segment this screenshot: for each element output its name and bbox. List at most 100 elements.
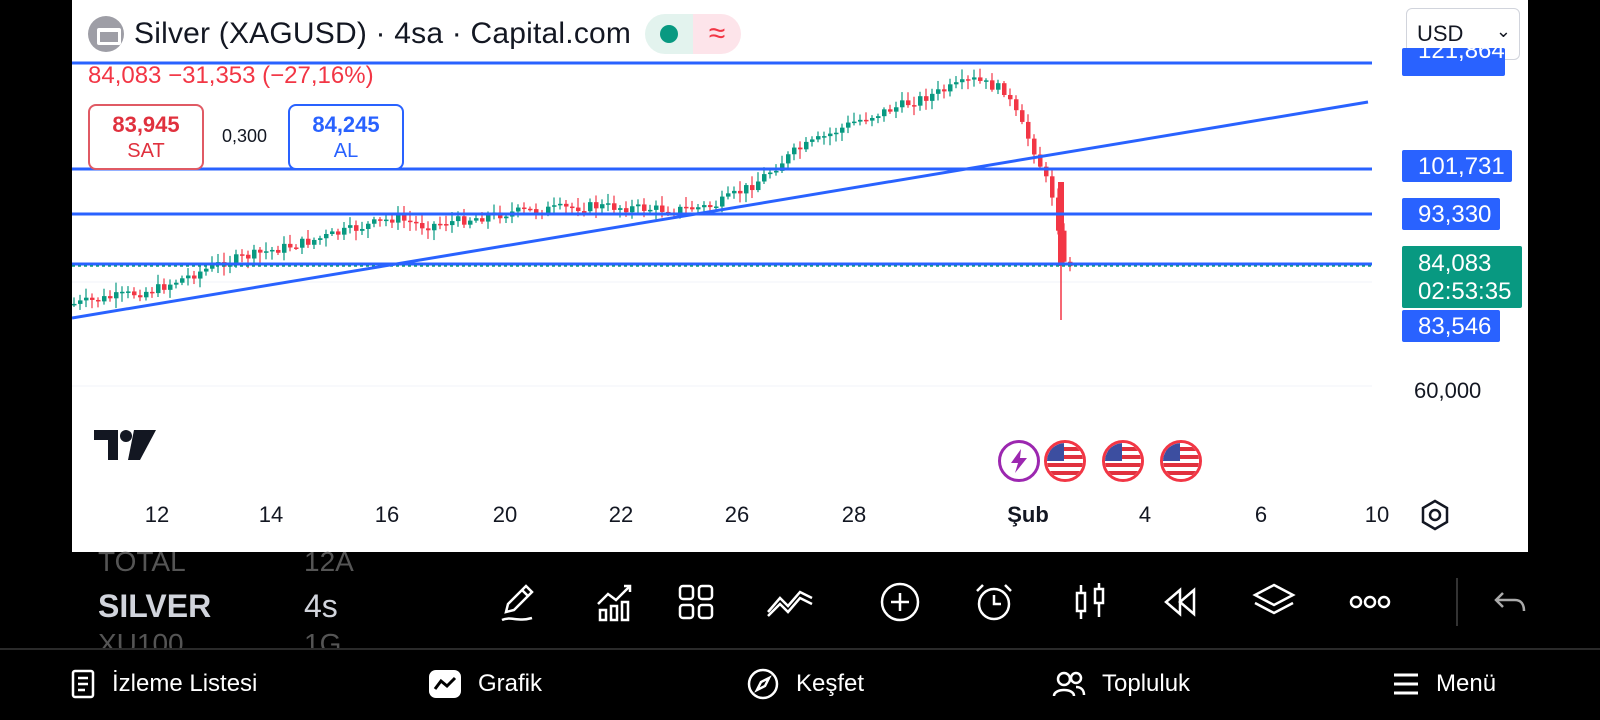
market-status-pill[interactable]: ≈ bbox=[645, 14, 742, 54]
time-tick: 20 bbox=[492, 502, 518, 527]
candle-body bbox=[756, 181, 761, 191]
candle-body bbox=[624, 208, 629, 213]
candle-body bbox=[96, 299, 101, 302]
candle-body bbox=[252, 249, 257, 259]
candle-body bbox=[318, 238, 323, 240]
current-price-label: 84,083 02:53:35 bbox=[1402, 246, 1522, 308]
toolbar-interval[interactable]: 4s bbox=[304, 588, 338, 624]
candle-body bbox=[168, 284, 173, 290]
nav-explore-label: Keşfet bbox=[796, 670, 865, 697]
candle-body bbox=[984, 80, 989, 82]
spread-value: 0,300 bbox=[222, 126, 268, 146]
candle-body bbox=[306, 238, 311, 245]
layout-grid-icon[interactable] bbox=[666, 572, 726, 632]
nav-chart[interactable]: Grafik bbox=[428, 664, 542, 704]
candle-body bbox=[750, 185, 755, 191]
chart-settings-icon[interactable] bbox=[1418, 498, 1452, 532]
delayed-data-icon: ≈ bbox=[693, 14, 742, 54]
candle-body bbox=[930, 93, 935, 101]
nav-menu[interactable]: Menü bbox=[1392, 664, 1496, 704]
compare-lines-icon[interactable] bbox=[760, 572, 820, 632]
candle-body bbox=[678, 206, 683, 214]
symbol-header[interactable]: Silver (XAGUSD) · 4sa · Capital.com ≈ bbox=[88, 14, 742, 54]
candle-body bbox=[480, 218, 485, 222]
candle-countdown: 02:53:35 bbox=[1418, 278, 1512, 305]
candle-body bbox=[780, 163, 785, 171]
chart-icon bbox=[429, 670, 461, 698]
toolbar-symbol[interactable]: SILVER bbox=[98, 588, 212, 624]
candle-body bbox=[390, 219, 395, 223]
candle-body bbox=[696, 207, 701, 210]
currency-value: USD bbox=[1417, 21, 1464, 46]
watchlist-ghost-symbol-2: XU100 bbox=[98, 628, 184, 648]
replay-rewind-icon[interactable] bbox=[1150, 572, 1210, 632]
candle-body bbox=[186, 275, 191, 279]
candle-body bbox=[726, 193, 731, 197]
candle-body bbox=[702, 205, 707, 208]
current-price: 84,083 bbox=[1418, 250, 1492, 277]
candle-body bbox=[282, 243, 287, 253]
us-flag-icon[interactable] bbox=[1160, 440, 1202, 482]
candle-body bbox=[630, 206, 635, 213]
candle-body bbox=[522, 207, 527, 210]
candle-body bbox=[576, 207, 581, 212]
alarm-clock-icon[interactable] bbox=[964, 572, 1024, 632]
nav-explore[interactable]: Keşfet bbox=[746, 664, 864, 704]
candle-body bbox=[414, 221, 419, 224]
candle-body bbox=[840, 127, 845, 133]
candle-body bbox=[966, 79, 971, 81]
candle-body bbox=[618, 208, 623, 210]
watchlist-ghost-interval: 12A bbox=[304, 546, 354, 577]
undo-icon[interactable] bbox=[1480, 572, 1540, 632]
nav-watchlist[interactable]: İzleme Listesi bbox=[70, 664, 257, 704]
price-chart[interactable] bbox=[72, 0, 1528, 552]
candle-body bbox=[612, 203, 617, 210]
candle-body bbox=[858, 119, 863, 122]
candle-body bbox=[588, 202, 593, 212]
toolbar-divider bbox=[1456, 578, 1458, 626]
nav-watchlist-label: İzleme Listesi bbox=[112, 670, 258, 697]
market-open-icon bbox=[645, 14, 694, 54]
candle-body bbox=[102, 296, 107, 302]
candle-body bbox=[516, 207, 521, 212]
candle-body bbox=[1002, 83, 1007, 95]
candle-body bbox=[246, 254, 251, 259]
buy-button[interactable]: 84,245 AL bbox=[288, 104, 404, 170]
candle-body bbox=[1058, 182, 1064, 266]
more-options-icon[interactable] bbox=[1340, 572, 1400, 632]
symbol-title[interactable]: Silver (XAGUSD) · 4sa · Capital.com bbox=[134, 17, 632, 50]
candle-body bbox=[864, 119, 869, 122]
candle-body bbox=[408, 220, 413, 223]
candle-body bbox=[162, 284, 167, 290]
candlestick-icon[interactable] bbox=[1060, 572, 1120, 632]
candle-body bbox=[372, 219, 377, 224]
trend-line bbox=[72, 100, 1369, 320]
sell-button[interactable]: 83,945 SAT bbox=[88, 104, 204, 170]
candle-body bbox=[144, 291, 149, 298]
us-flag-icon[interactable] bbox=[1044, 440, 1086, 482]
indicators-icon[interactable] bbox=[584, 572, 644, 632]
candle-body bbox=[384, 219, 389, 222]
add-circle-icon[interactable] bbox=[870, 572, 930, 632]
candle-body bbox=[936, 89, 941, 94]
price-label-93: 93,330 bbox=[1402, 198, 1500, 230]
price-change: 84,083 −31,353 (−27,16%) bbox=[88, 62, 374, 89]
drawing-pencil-icon[interactable] bbox=[488, 572, 548, 632]
candle-body bbox=[126, 291, 131, 293]
community-icon bbox=[1052, 671, 1086, 697]
nav-community[interactable]: Topluluk bbox=[1052, 664, 1190, 704]
candle-body bbox=[552, 205, 557, 207]
candle-body bbox=[234, 254, 239, 264]
candle-body bbox=[270, 249, 275, 252]
candle-body bbox=[690, 207, 695, 210]
layers-icon[interactable] bbox=[1244, 572, 1304, 632]
chart-panel[interactable]: Silver (XAGUSD) · 4sa · Capital.com ≈ 84… bbox=[72, 0, 1528, 552]
candle-body bbox=[366, 223, 371, 229]
time-tick: 10 bbox=[1364, 502, 1390, 527]
nav-menu-label: Menü bbox=[1436, 670, 1497, 697]
candle-body bbox=[324, 234, 329, 239]
candle-body bbox=[804, 141, 809, 150]
us-flag-icon[interactable] bbox=[1102, 440, 1144, 482]
flash-icon[interactable] bbox=[998, 440, 1040, 482]
buy-label: AL bbox=[333, 140, 359, 162]
